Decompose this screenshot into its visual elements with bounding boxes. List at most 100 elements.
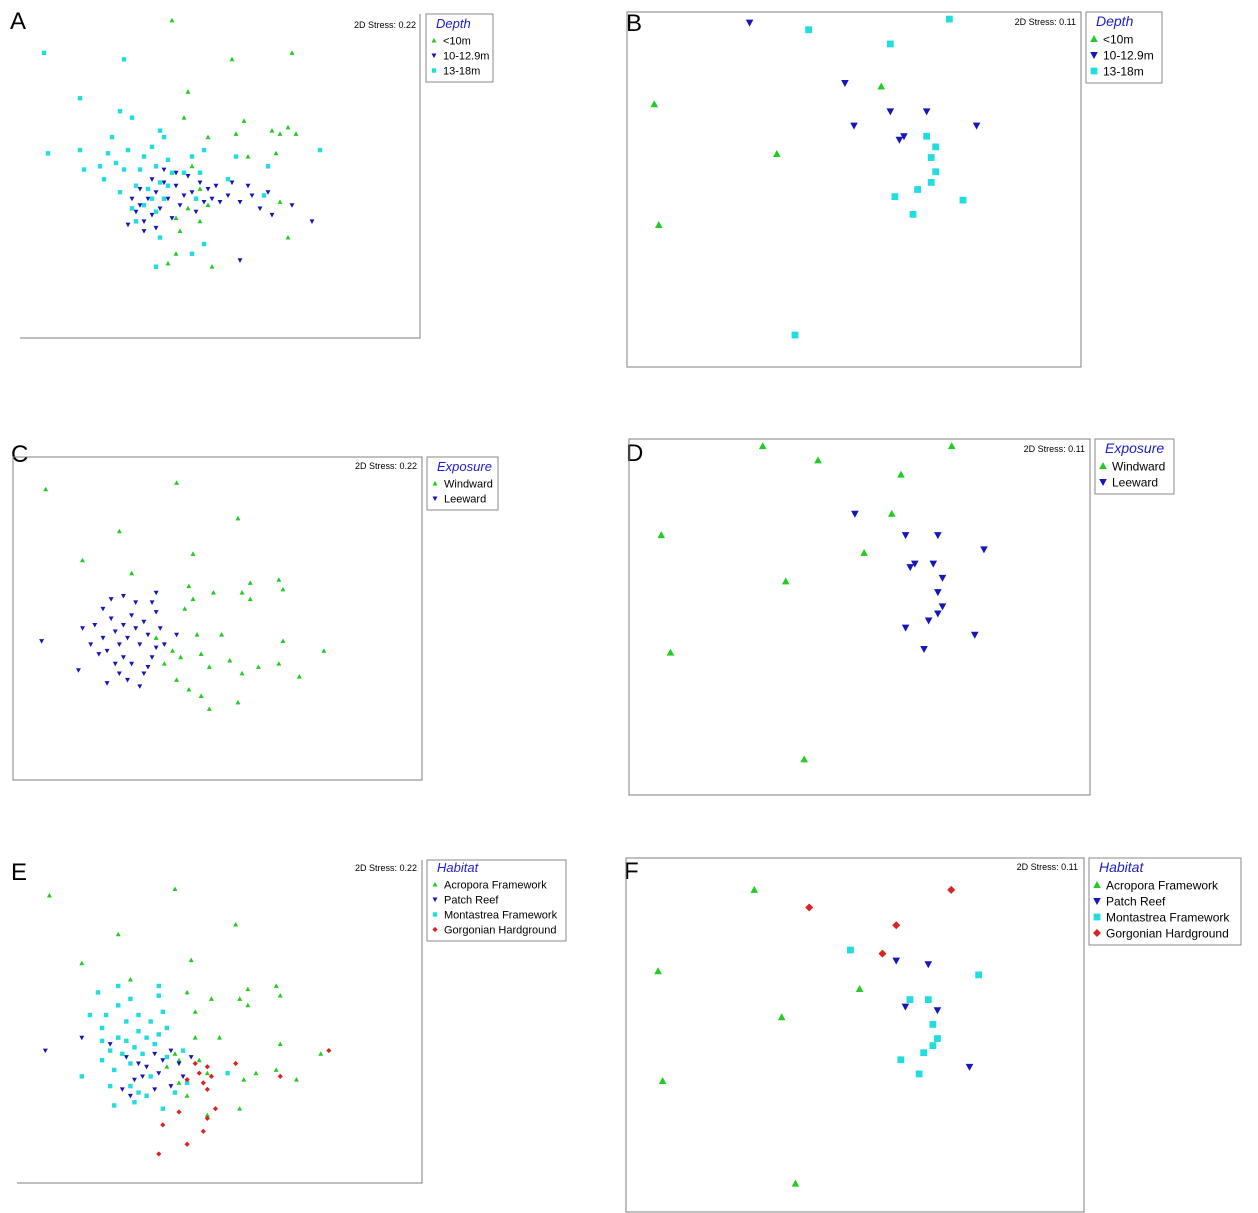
- legend-label: 13-18m: [443, 66, 480, 78]
- point-triangle-up: [277, 993, 283, 998]
- point-triangle-down: [933, 1007, 942, 1015]
- plot-frame: [626, 11, 1082, 368]
- point-triangle-up: [255, 664, 261, 669]
- point-triangle-down: [850, 122, 858, 130]
- point-triangle-up: [176, 1057, 182, 1063]
- point-triangle-up: [192, 1009, 198, 1014]
- point-triangle-down: [265, 190, 271, 195]
- point-square: [111, 1103, 117, 1108]
- point-triangle-up: [321, 648, 327, 653]
- point-square: [169, 170, 175, 175]
- point-square: [959, 196, 967, 204]
- point-square: [129, 115, 135, 120]
- legend-marker-triangle-down: [1090, 52, 1098, 59]
- legend-marker-square: [431, 68, 437, 73]
- point-triangle-down: [127, 1093, 133, 1099]
- point-square: [128, 1083, 133, 1089]
- stress-label: 2D Stress: 0.11: [1024, 444, 1085, 454]
- point-triangle-down: [145, 196, 151, 202]
- point-square: [164, 1054, 170, 1060]
- point-triangle-up: [650, 100, 659, 108]
- point-triangle-up: [269, 128, 275, 133]
- point-triangle-up: [189, 163, 195, 169]
- point-triangle-up: [247, 580, 253, 585]
- stress-label: 2D Stress: 0.11: [1017, 862, 1078, 872]
- point-triangle-up: [129, 570, 135, 576]
- point-triangle-down: [157, 626, 163, 631]
- point-triangle-down: [149, 600, 155, 605]
- point-triangle-up: [43, 486, 49, 492]
- point-triangle-down: [934, 589, 942, 597]
- point-triangle-up: [237, 1106, 243, 1111]
- legend-marker-triangle-up: [1090, 35, 1098, 42]
- legend-label: Montastrea Framework: [444, 910, 558, 922]
- point-square: [124, 1038, 129, 1044]
- point-triangle-down: [145, 632, 151, 638]
- point-triangle-down: [96, 652, 102, 657]
- point-triangle-down: [123, 1055, 129, 1060]
- point-triangle-down: [144, 1064, 150, 1070]
- point-triangle-up: [229, 56, 235, 62]
- plot-frame: [12, 456, 423, 781]
- point-triangle-down: [980, 546, 988, 554]
- panel-f: F 2D Stress: 0.11 Habitat Acropora Framewor…: [624, 857, 1242, 1213]
- point-diamond: [184, 1141, 190, 1147]
- point-triangle-down: [269, 212, 275, 218]
- point-square: [847, 946, 854, 954]
- point-triangle-up: [188, 957, 194, 963]
- point-square: [915, 1070, 923, 1078]
- point-triangle-up: [285, 124, 291, 130]
- legend-label: Acropora Framework: [444, 880, 547, 892]
- point-square: [161, 196, 167, 201]
- point-triangle-down: [112, 629, 118, 635]
- point-triangle-down: [229, 180, 235, 186]
- point-triangle-up: [276, 577, 282, 582]
- point-square: [153, 209, 159, 214]
- point-triangle-down: [237, 199, 243, 205]
- point-triangle-up: [209, 264, 215, 269]
- point-triangle-up: [186, 583, 192, 589]
- plot-frame: [628, 438, 1091, 796]
- point-square: [141, 202, 147, 208]
- point-triangle-down: [245, 183, 251, 189]
- plot-frame: [625, 857, 1085, 1213]
- point-square: [180, 1048, 186, 1053]
- point-square: [116, 1035, 121, 1040]
- legend-box: [1094, 438, 1175, 495]
- point-triangle-down: [257, 206, 263, 211]
- point-square: [193, 196, 199, 201]
- point-triangle-down: [193, 209, 199, 215]
- point-triangle-down: [160, 1058, 166, 1063]
- point-diamond: [184, 1077, 190, 1083]
- plot-frame: [17, 860, 423, 1184]
- point-triangle-down: [205, 187, 211, 192]
- point-triangle-up: [172, 886, 178, 892]
- point-square: [87, 1012, 93, 1018]
- point-triangle-up: [206, 706, 212, 711]
- point-square: [149, 196, 155, 201]
- point-diamond: [277, 1073, 283, 1080]
- point-square: [165, 183, 171, 188]
- stress-label: 2D Stress: 0.22: [355, 461, 417, 471]
- point-triangle-down: [972, 122, 981, 130]
- point-triangle-up: [197, 218, 203, 224]
- point-triangle-down: [137, 684, 143, 689]
- point-triangle-down: [900, 133, 908, 141]
- point-triangle-up: [197, 186, 203, 191]
- point-triangle-down: [197, 180, 203, 186]
- point-triangle-down: [929, 560, 938, 568]
- point-square: [111, 1067, 117, 1073]
- point-triangle-up: [877, 82, 886, 90]
- panel-e: E 2D Stress: 0.22 Habitat Acropora Framewor…: [11, 859, 567, 1184]
- point-triangle-up: [185, 205, 191, 211]
- point-square: [934, 1035, 941, 1042]
- point-square: [77, 147, 83, 153]
- point-triangle-up: [204, 1070, 210, 1076]
- point-triangle-down: [924, 617, 933, 625]
- point-triangle-down: [934, 532, 942, 540]
- point-triangle-down: [922, 108, 931, 116]
- point-triangle-up: [777, 1013, 786, 1021]
- point-square: [144, 1035, 149, 1040]
- points: [650, 15, 981, 339]
- point-triangle-down: [116, 671, 122, 677]
